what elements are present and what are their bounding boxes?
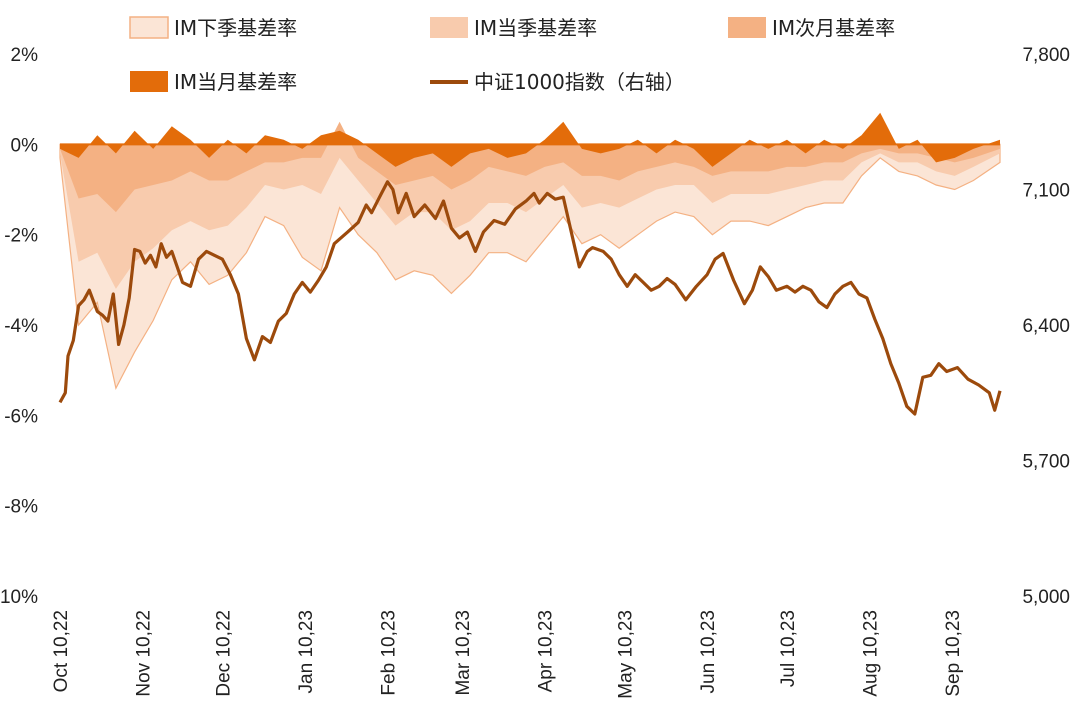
right-tick-label: 5,000: [1022, 587, 1070, 608]
left-tick-label: -8%: [4, 497, 38, 518]
legend-label: 中证1000指数（右轴）: [474, 70, 685, 94]
legend: IM下季基差率 IM当季基差率 IM次月基差率 IM当月基差率 中证1000指数（右轴）: [129, 16, 895, 94]
left-tick-label: 10%: [0, 587, 38, 608]
legend-swatch: [129, 16, 169, 39]
x-tick-label: Sep 10,23: [943, 610, 964, 697]
area-series-group: [59, 112, 1001, 390]
line-series-4: [58, 180, 1002, 416]
area-series-0: [59, 143, 1001, 390]
area-series-1: [60, 144, 1000, 289]
left-tick-label: -4%: [4, 316, 38, 337]
x-tick-label: May 10,23: [616, 610, 637, 699]
left-axis-ticks: 2% 0% -2% -4% -6% -8% 10%: [0, 45, 38, 608]
x-tick-label: Mar 10,23: [453, 610, 474, 696]
x-axis-ticks: Oct 10,22 Nov 10,22 Dec 10,22 Jan 10,23 Feb …: [51, 610, 964, 699]
right-tick-label: 6,400: [1022, 316, 1070, 337]
x-tick-label: Apr 10,23: [536, 610, 557, 692]
legend-swatch: [130, 71, 168, 92]
x-tick-label: Jul 10,23: [778, 610, 799, 687]
right-tick-label: 7,800: [1022, 45, 1070, 66]
legend-item: IM当季基差率: [430, 16, 597, 40]
legend-label: IM当季基差率: [474, 16, 597, 40]
left-tick-label: -2%: [4, 226, 38, 247]
right-tick-label: 5,700: [1022, 452, 1070, 473]
legend-item: IM下季基差率: [129, 16, 297, 40]
x-tick-label: Jan 10,23: [296, 610, 317, 693]
left-tick-label: 0%: [11, 135, 39, 156]
left-tick-label: 2%: [11, 45, 39, 66]
x-tick-label: Aug 10,23: [861, 610, 882, 697]
x-tick-label: Feb 10,23: [379, 610, 400, 696]
legend-item: IM次月基差率: [728, 16, 895, 40]
legend-label: IM当月基差率: [174, 70, 297, 94]
x-tick-label: Jun 10,23: [698, 610, 719, 693]
legend-swatch: [728, 17, 766, 38]
left-tick-label: -6%: [4, 406, 38, 427]
right-axis-ticks: 7,800 7,100 6,400 5,700 5,000: [1022, 45, 1070, 608]
legend-label: IM次月基差率: [772, 16, 895, 40]
line-series-group: [58, 180, 1002, 416]
right-tick-label: 7,100: [1022, 181, 1070, 202]
legend-label: IM下季基差率: [174, 16, 297, 40]
legend-item: 中证1000指数（右轴）: [430, 70, 685, 94]
legend-item: IM当月基差率: [130, 70, 297, 94]
x-tick-label: Dec 10,22: [213, 610, 234, 697]
x-tick-label: Oct 10,22: [51, 610, 72, 692]
legend-swatch: [430, 17, 468, 38]
x-tick-label: Nov 10,22: [134, 610, 155, 697]
